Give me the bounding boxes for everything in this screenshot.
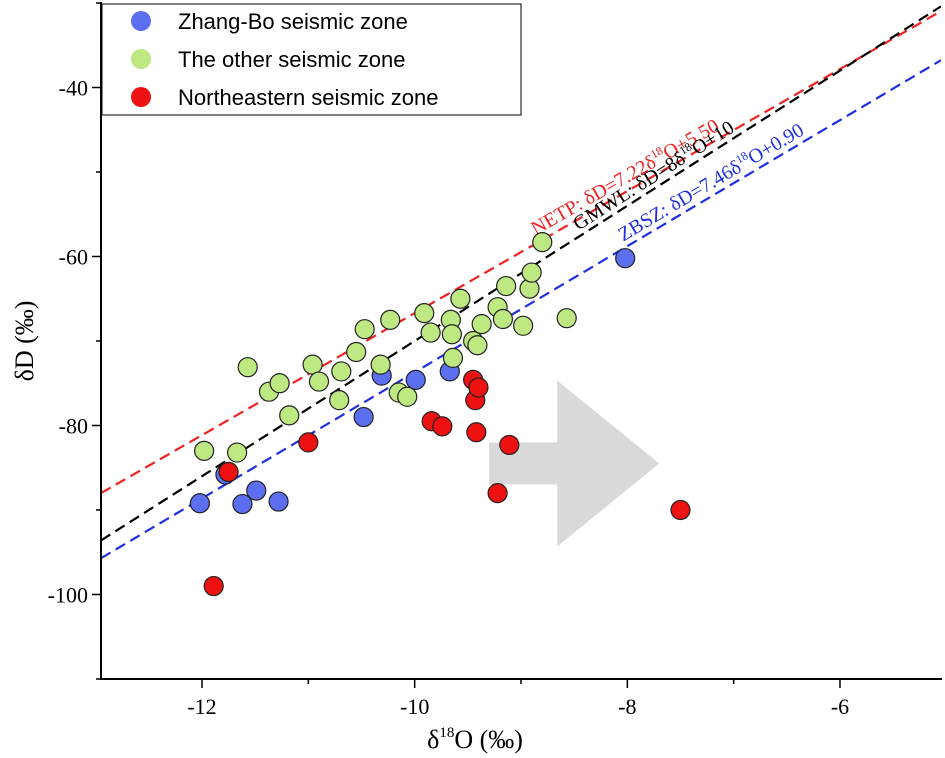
data-point-northeastern — [432, 416, 453, 437]
y-tick-label: -40 — [59, 76, 88, 101]
data-point-other — [331, 361, 352, 382]
data-point-other — [227, 442, 248, 463]
data-point-other — [237, 357, 258, 378]
data-point-other — [521, 262, 542, 283]
data-points — [189, 232, 691, 597]
data-point-other — [380, 309, 401, 330]
legend-marker-zhang-bo — [131, 11, 151, 31]
y-tick-label: -80 — [59, 414, 88, 439]
data-point-zhang-bo — [232, 493, 253, 515]
data-point-other — [397, 386, 418, 407]
axis-ticks: -12 -10 -8 -6 -100 -80 -60 -40 — [48, 2, 849, 719]
data-point-other — [354, 319, 375, 340]
legend: Zhang-Bo seismic zone The other seismic … — [101, 3, 522, 116]
regression-lines — [101, 5, 941, 560]
data-point-other — [279, 405, 300, 426]
data-point-northeastern — [203, 575, 224, 597]
data-point-other — [346, 341, 367, 363]
data-point-other — [492, 308, 514, 330]
data-point-northeastern — [298, 432, 319, 453]
data-point-other — [308, 371, 330, 392]
netp-line — [101, 10, 941, 495]
data-point-other — [441, 324, 462, 345]
data-point-other — [556, 308, 577, 329]
data-point-northeastern — [468, 377, 489, 398]
data-point-other — [420, 322, 441, 343]
y-tick-label: -100 — [48, 583, 88, 608]
data-point-other — [513, 315, 534, 336]
data-point-zhang-bo — [405, 369, 426, 390]
data-point-other — [450, 288, 471, 309]
data-point-zhang-bo — [268, 491, 289, 512]
x-tick-label: -10 — [400, 694, 429, 719]
data-point-other — [269, 373, 290, 394]
legend-label-other: The other seismic zone — [178, 47, 405, 72]
x-tick-label: -12 — [187, 694, 216, 719]
x-tick-label: -8 — [618, 694, 636, 719]
data-point-zhang-bo — [189, 493, 210, 514]
data-point-northeastern — [466, 422, 487, 443]
data-point-other — [370, 354, 391, 375]
data-point-zhang-bo — [246, 480, 267, 501]
data-point-other — [302, 354, 323, 375]
legend-label-northeastern: Northeastern seismic zone — [178, 85, 438, 110]
legend-marker-other — [131, 49, 151, 69]
data-point-northeastern — [487, 483, 508, 504]
data-point-other — [496, 275, 517, 297]
legend-marker-northeastern — [131, 87, 151, 107]
data-point-other — [329, 390, 350, 411]
data-point-other — [194, 440, 215, 461]
legend-box — [101, 3, 522, 116]
gmwl-line — [101, 5, 941, 542]
x-axis-title: δ18O (‰) — [427, 725, 523, 754]
zbsz-line — [101, 59, 941, 560]
legend-label-zhang-bo: Zhang-Bo seismic zone — [178, 9, 408, 34]
data-point-other — [414, 303, 435, 324]
y-axis-title: δD (‰) — [10, 301, 39, 382]
data-point-zhang-bo — [615, 248, 636, 269]
data-point-northeastern — [499, 434, 520, 456]
x-tick-label: -6 — [831, 694, 849, 719]
data-point-other — [532, 232, 553, 253]
data-point-other — [442, 347, 464, 368]
y-tick-label: -60 — [59, 245, 88, 270]
trend-arrow — [489, 380, 660, 547]
data-point-other — [471, 314, 492, 335]
data-point-northeastern — [670, 499, 691, 521]
data-point-zhang-bo — [353, 406, 374, 428]
data-point-northeastern — [218, 461, 239, 483]
data-point-other — [467, 335, 488, 356]
